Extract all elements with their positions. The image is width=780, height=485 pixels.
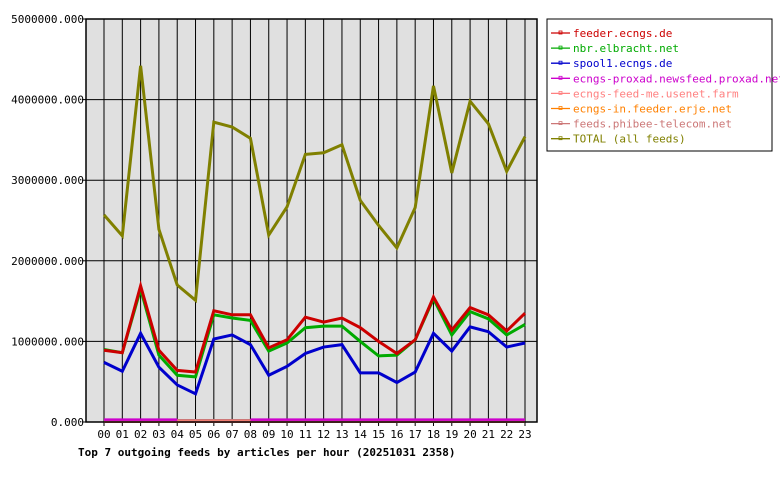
chart-title: Top 7 outgoing feeds by articles per hou… <box>78 446 456 459</box>
x-tick-label: 12 <box>317 428 330 441</box>
legend-label: ecngs-proxad.newsfeed.proxad.net <box>573 72 780 85</box>
x-tick-label: 22 <box>500 428 513 441</box>
legend-label: ecngs-feed-me.usenet.farm <box>573 87 739 100</box>
x-tick-label: 19 <box>445 428 458 441</box>
x-tick-label: 20 <box>463 428 476 441</box>
x-tick-label: 07 <box>226 428 239 441</box>
x-tick-label: 01 <box>116 428 129 441</box>
legend-label: feeds.phibee-telecom.net <box>573 118 732 131</box>
legend-item: ecngs-in.feeder.erje.net <box>551 103 732 116</box>
y-tick-label: 0.000 <box>51 416 84 429</box>
legend-label: ecngs-in.feeder.erje.net <box>573 103 732 116</box>
legend-item: ecngs-feed-me.usenet.farm <box>551 87 739 100</box>
x-tick-label: 23 <box>518 428 531 441</box>
plot-area <box>86 19 537 422</box>
x-tick-label: 10 <box>280 428 293 441</box>
legend-label: nbr.elbracht.net <box>573 42 679 55</box>
x-tick-label: 08 <box>244 428 257 441</box>
x-tick-label: 13 <box>335 428 348 441</box>
x-tick-label: 18 <box>427 428 440 441</box>
x-tick-label: 15 <box>372 428 385 441</box>
y-tick-label: 1000000.000 <box>11 335 84 348</box>
legend-label: feeder.ecngs.de <box>573 27 672 40</box>
x-tick-label: 05 <box>189 428 202 441</box>
y-tick-label: 5000000.000 <box>11 13 84 26</box>
x-tick-label: 16 <box>390 428 403 441</box>
x-tick-label: 00 <box>97 428 110 441</box>
x-tick-label: 06 <box>207 428 220 441</box>
y-tick-label: 3000000.000 <box>11 174 84 187</box>
legend-label: TOTAL (all feeds) <box>573 133 686 146</box>
legend-item: ecngs-proxad.newsfeed.proxad.net <box>551 72 780 85</box>
y-tick-label: 4000000.000 <box>11 94 84 107</box>
legend-label: spool1.ecngs.de <box>573 57 672 70</box>
x-tick-label: 21 <box>482 428 495 441</box>
x-tick-label: 03 <box>152 428 165 441</box>
x-tick-label: 17 <box>409 428 422 441</box>
x-tick-label: 11 <box>299 428 312 441</box>
legend-item: feeds.phibee-telecom.net <box>551 118 732 131</box>
y-tick-label: 2000000.000 <box>11 255 84 268</box>
x-tick-label: 14 <box>354 428 368 441</box>
x-tick-label: 09 <box>262 428 275 441</box>
x-tick-label: 02 <box>134 428 147 441</box>
x-tick-label: 04 <box>171 428 185 441</box>
